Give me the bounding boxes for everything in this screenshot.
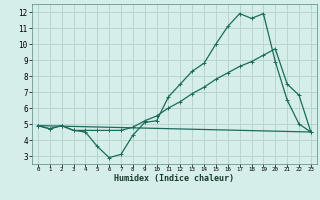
X-axis label: Humidex (Indice chaleur): Humidex (Indice chaleur) <box>115 174 234 183</box>
